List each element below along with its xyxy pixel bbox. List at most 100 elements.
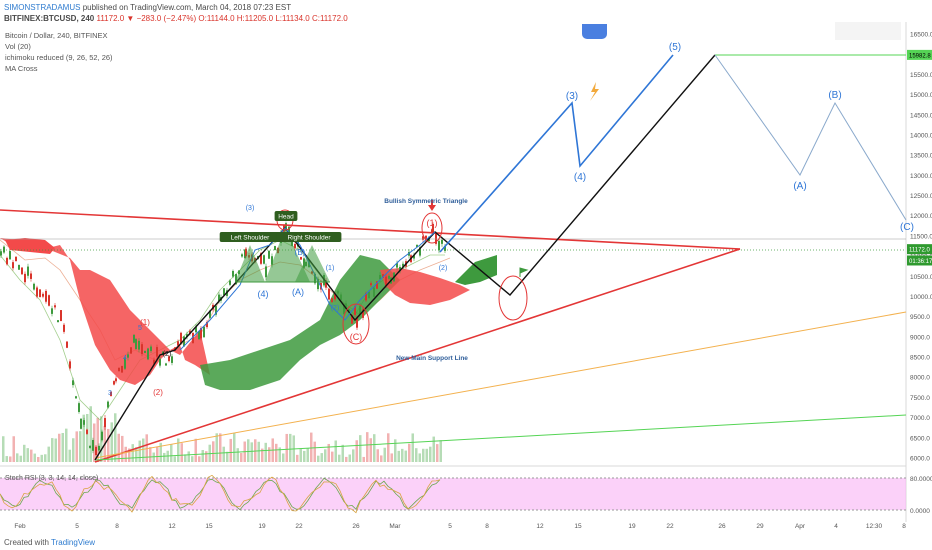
candle-body xyxy=(435,233,437,244)
legend-ma[interactable]: MA Cross xyxy=(5,64,38,73)
tradingview-logo[interactable]: TradingView xyxy=(51,538,96,547)
candle-body xyxy=(343,304,345,315)
volume-bar xyxy=(404,450,407,462)
candle-body xyxy=(135,339,137,349)
candle-body xyxy=(370,283,372,286)
candle-body xyxy=(444,245,446,251)
wave-b-proj: (B) xyxy=(828,90,841,101)
price-label-0: 15982.8 xyxy=(909,53,931,59)
candle-body xyxy=(54,305,56,308)
time-tick-10: 8 xyxy=(485,523,489,530)
time-tick-17: Apr xyxy=(795,523,806,530)
time-tick-13: 19 xyxy=(628,523,636,530)
candle-body xyxy=(356,317,358,328)
left-shoulder-label: Left Shoulder xyxy=(231,235,271,242)
volume-bar xyxy=(180,443,183,462)
time-tick-19: 12:30 xyxy=(866,523,883,530)
volume-bar xyxy=(51,438,54,462)
candle-body xyxy=(18,264,20,270)
candle-body xyxy=(422,236,424,240)
left-shoulder-shape xyxy=(235,245,265,282)
volume-bar xyxy=(75,431,78,462)
candle-body xyxy=(171,356,173,363)
time-tick-14: 22 xyxy=(666,523,674,530)
author-link[interactable]: SIMONSTRADAMUS xyxy=(4,3,81,12)
time-tick-18: 4 xyxy=(834,523,838,530)
price-tick-8: 12500.0 xyxy=(910,193,932,200)
volume-bar xyxy=(121,435,124,462)
candle-body xyxy=(441,239,443,244)
price-label-bg-0 xyxy=(907,49,932,60)
highlight-circle-c xyxy=(342,303,370,345)
volume-bar xyxy=(327,443,330,462)
candle-body xyxy=(203,326,205,338)
volume-bar xyxy=(362,456,365,462)
volume-bar xyxy=(194,438,197,462)
scroll-handle[interactable] xyxy=(582,24,607,39)
candle-body xyxy=(300,257,302,260)
candle-body xyxy=(165,363,167,366)
volume-bar xyxy=(345,456,348,462)
candle-body xyxy=(265,266,267,278)
volume-bar xyxy=(145,434,148,462)
volume-bar xyxy=(65,428,68,462)
candle-body xyxy=(95,446,97,456)
candle-body xyxy=(57,320,59,323)
volume-bar xyxy=(247,439,250,462)
ichimoku-cloud-green-2 xyxy=(455,255,497,285)
volume-bar xyxy=(170,444,173,462)
candle-body xyxy=(107,401,109,408)
ohlc-values: 11172.0 ▼ −283.0 (−2.47%) O:11144.0 H:11… xyxy=(96,14,348,23)
candle-body xyxy=(113,381,115,385)
wave-2-early: (2) xyxy=(153,388,163,397)
volume-bar xyxy=(250,442,253,462)
time-tick-5: 19 xyxy=(258,523,266,530)
volume-bar xyxy=(240,453,243,462)
wave-a-proj: (A) xyxy=(793,181,806,192)
volume-bar xyxy=(212,441,215,462)
time-tick-8: Mar xyxy=(389,523,401,530)
volume-bar xyxy=(131,444,134,462)
volume-bar xyxy=(334,440,337,462)
time-tick-2: 8 xyxy=(115,523,119,530)
volume-bar xyxy=(215,433,218,462)
volume-bar xyxy=(47,446,50,462)
price-tick-9: 12000.0 xyxy=(910,213,932,220)
candle-body xyxy=(438,240,440,251)
candle-body xyxy=(12,262,14,269)
volume-bar xyxy=(310,432,313,462)
candle-body xyxy=(45,290,47,302)
volume-bar xyxy=(331,451,334,462)
candle-body xyxy=(51,308,53,314)
volume-bar xyxy=(61,432,64,462)
price-tick-13: 10000.0 xyxy=(910,294,932,301)
volume-bar xyxy=(387,433,390,462)
volume-bar xyxy=(338,454,341,462)
candle-body xyxy=(241,254,243,257)
candle-body xyxy=(245,248,247,257)
quote-line: BITFINEX:BTCUSD, 240 11172.0 ▼ −283.0 (−… xyxy=(4,14,348,23)
candle-body xyxy=(80,418,82,429)
candle-body xyxy=(337,291,339,294)
volume-bar xyxy=(264,442,267,462)
price-tick-17: 8000.0 xyxy=(910,375,930,382)
price-tick-21: 6000.0 xyxy=(910,456,930,463)
candle-body xyxy=(124,358,126,369)
wave-3-proj: (3) xyxy=(566,91,578,102)
price-tick-4: 14500.0 xyxy=(910,112,932,119)
volume-bar xyxy=(5,456,8,462)
legend-ichimoku[interactable]: ichimoku reduced (9, 26, 52, 26) xyxy=(5,53,113,62)
price-tick-6: 13500.0 xyxy=(910,153,932,160)
volume-bar xyxy=(138,440,141,462)
arrow-head-icon xyxy=(428,205,436,211)
candle-body xyxy=(285,223,287,232)
wave-1-label: (1) xyxy=(427,218,438,228)
price-tick-7: 13000.0 xyxy=(910,173,932,180)
volume-bar xyxy=(278,447,281,462)
candle-body xyxy=(200,328,202,339)
price-label-bg-2 xyxy=(907,255,932,266)
volume-bar xyxy=(383,447,386,462)
legend-vol[interactable]: Vol (20) xyxy=(5,42,31,51)
candle-body xyxy=(432,223,434,234)
